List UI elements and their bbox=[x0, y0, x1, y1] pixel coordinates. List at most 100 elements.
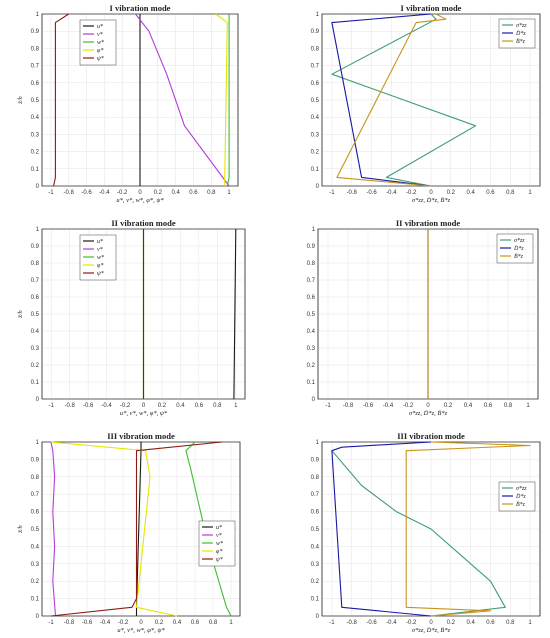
y-tick-label: 0.9 bbox=[307, 244, 316, 250]
x-tick-label: -0.2 bbox=[406, 620, 417, 626]
x-tick-label: -0.8 bbox=[347, 190, 358, 196]
x-tick-label: -0.2 bbox=[118, 620, 129, 626]
legend: σ*zzD̄*zB̄*z bbox=[498, 481, 536, 512]
x-tick-label: 0.4 bbox=[466, 190, 475, 196]
series-line-1 bbox=[233, 228, 237, 400]
legend-label: u* bbox=[97, 239, 103, 245]
x-axis-label: σ*zz, D̄*z, B̄*z bbox=[412, 627, 451, 634]
x-tick-label: 0.2 bbox=[158, 403, 167, 409]
x-tick-label: 0.2 bbox=[155, 620, 164, 626]
y-tick-label: 0.6 bbox=[31, 295, 40, 301]
x-tick-label: -0.8 bbox=[64, 190, 75, 196]
y-tick-label: 0.2 bbox=[307, 363, 316, 369]
y-tick-label: 0.5 bbox=[31, 527, 40, 533]
x-axis-label: u*, v*, w*, φ*, ψ* bbox=[117, 627, 165, 634]
y-tick-label: 0.8 bbox=[307, 261, 316, 267]
x-tick-label: -0.6 bbox=[363, 403, 374, 409]
y-tick-label: 0.5 bbox=[311, 98, 320, 104]
series-line-2 bbox=[50, 441, 57, 617]
x-tick-label: 0.6 bbox=[191, 620, 200, 626]
legend: σ*zzD̄*zB̄*z bbox=[496, 233, 534, 264]
y-tick-label: 0.1 bbox=[31, 597, 40, 603]
y-tick-label: 0.2 bbox=[31, 363, 40, 369]
chart-title: III vibration mode bbox=[107, 431, 175, 441]
series-line-3 bbox=[185, 441, 232, 617]
y-tick-label: 0 bbox=[316, 184, 320, 190]
legend: σ*zzD̄*zB̄*z bbox=[498, 18, 536, 49]
x-tick-label: -0.6 bbox=[82, 620, 93, 626]
x-tick-label: 1 bbox=[528, 190, 532, 196]
y-tick-label: 0.3 bbox=[31, 132, 40, 138]
chart-title: II vibration mode bbox=[111, 218, 175, 228]
x-tick-label: 1 bbox=[528, 620, 532, 626]
y-tick-label: 0.4 bbox=[31, 329, 40, 335]
y-tick-label: 0.2 bbox=[311, 579, 320, 585]
series-line-5 bbox=[53, 13, 69, 187]
x-axis-label: u*, v*, w*, φ*, ψ* bbox=[120, 410, 168, 417]
series-line-1 bbox=[331, 450, 506, 617]
y-tick-label: 0.2 bbox=[311, 150, 320, 156]
legend-label: w* bbox=[97, 40, 104, 46]
y-tick-label: 0 bbox=[316, 614, 320, 620]
x-tick-label: -1 bbox=[48, 620, 54, 626]
series-line-2 bbox=[331, 441, 432, 617]
y-axis-label: z̄/h bbox=[17, 525, 24, 534]
x-tick-label: -0.8 bbox=[65, 403, 76, 409]
y-tick-label: 0.7 bbox=[31, 64, 40, 70]
x-tick-label: -0.6 bbox=[366, 190, 377, 196]
x-tick-label: 0.8 bbox=[504, 403, 513, 409]
legend-label: ψ* bbox=[97, 271, 104, 277]
y-tick-label: 0.5 bbox=[31, 98, 40, 104]
y-tick-label: 0.9 bbox=[311, 29, 320, 35]
chart-panel-6: -1 -0.8 -0.6 -0.4 -0.2 0 0.2 0.4 0.6 0.8 1 0 0.1 0.2 0… bbox=[311, 431, 541, 634]
x-tick-label: -0.4 bbox=[100, 620, 111, 626]
legend-label: w* bbox=[97, 255, 104, 261]
y-tick-label: 0.1 bbox=[311, 167, 320, 173]
legend-label: φ* bbox=[97, 48, 103, 54]
y-tick-label: 0.6 bbox=[311, 81, 320, 87]
x-tick-label: -0.2 bbox=[117, 190, 128, 196]
y-tick-label: 0.7 bbox=[307, 278, 316, 284]
x-tick-label: -0.4 bbox=[386, 190, 397, 196]
x-tick-label: 1 bbox=[227, 190, 231, 196]
x-tick-label: -0.8 bbox=[343, 403, 354, 409]
y-tick-label: 0 bbox=[36, 614, 40, 620]
x-tick-label: 0.2 bbox=[447, 620, 456, 626]
y-tick-label: 0.9 bbox=[31, 457, 40, 463]
x-tick-label: 0 bbox=[142, 403, 146, 409]
y-tick-label: 0.2 bbox=[31, 579, 40, 585]
chart-panel-5: -1 -0.8 -0.6 -0.4 -0.2 0 0.2 0.4 0.6 0.8 1 0 0.1 0.2 0… bbox=[17, 431, 241, 634]
x-axis-label: σ*zz, D̄*z, B̄*z bbox=[412, 197, 451, 204]
y-tick-label: 1 bbox=[36, 227, 40, 233]
series-line-4 bbox=[215, 13, 228, 187]
x-tick-label: 0.4 bbox=[466, 620, 475, 626]
y-tick-label: 0.6 bbox=[31, 510, 40, 516]
y-tick-label: 0.4 bbox=[31, 544, 40, 550]
y-tick-label: 0.3 bbox=[311, 562, 320, 568]
x-tick-label: -0.6 bbox=[81, 190, 92, 196]
legend-label: v* bbox=[97, 247, 103, 253]
series-line-4 bbox=[50, 441, 178, 617]
legend-label: σ*zz bbox=[516, 23, 527, 29]
legend-label: D̄*z bbox=[515, 30, 526, 37]
chart-panel-1: -1 -0.8 -0.6 -0.4 -0.2 0 0.2 0.4 0.6 0.8 1 0 0.1 0.2 0… bbox=[17, 3, 239, 204]
y-tick-label: 0.1 bbox=[31, 167, 40, 173]
x-tick-label: 0 bbox=[139, 620, 143, 626]
y-tick-label: 1 bbox=[316, 12, 320, 18]
series-line-2 bbox=[135, 13, 230, 187]
x-tick-label: 0.2 bbox=[444, 403, 453, 409]
y-tick-label: 0.4 bbox=[311, 544, 320, 550]
x-tick-label: -0.4 bbox=[383, 403, 394, 409]
y-tick-label: 0.4 bbox=[307, 329, 316, 335]
x-tick-label: -0.4 bbox=[101, 403, 112, 409]
series-line-3 bbox=[405, 441, 531, 617]
y-axis-label: z̄/h bbox=[17, 310, 24, 319]
y-tick-label: 0.8 bbox=[311, 475, 320, 481]
y-tick-label: 0.8 bbox=[311, 46, 320, 52]
y-tick-label: 0.4 bbox=[31, 115, 40, 121]
x-tick-label: -0.8 bbox=[347, 620, 358, 626]
y-tick-label: 0.9 bbox=[31, 244, 40, 250]
chart-panel-3: -1 -0.8 -0.6 -0.4 -0.2 0 0.2 0.4 0.6 0.8 1 0 0.1 0.2 0… bbox=[17, 218, 246, 417]
y-tick-label: 0.7 bbox=[311, 64, 320, 70]
y-tick-label: 0.1 bbox=[307, 380, 316, 386]
